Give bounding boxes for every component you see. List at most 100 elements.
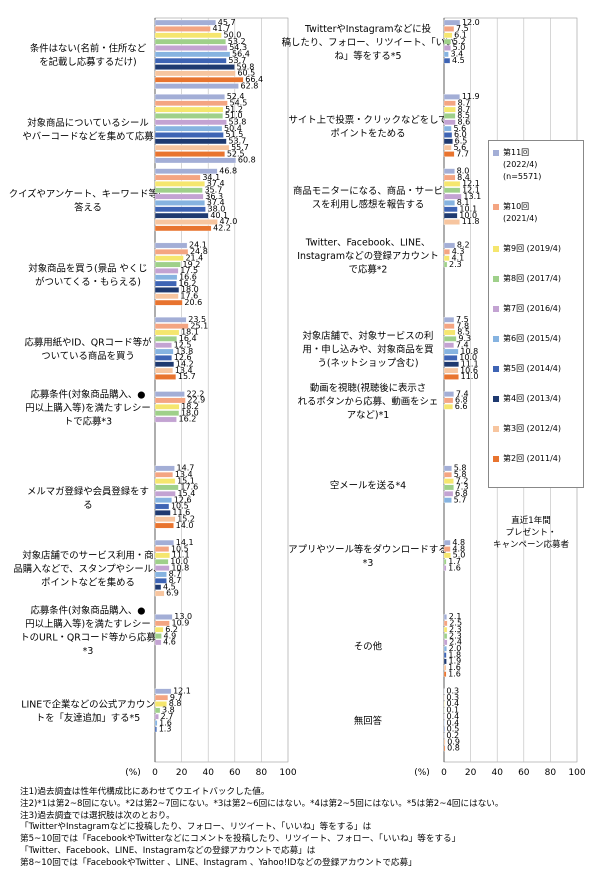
bar (443, 151, 455, 157)
bar (443, 51, 449, 58)
data-label: 4.8 (452, 544, 465, 553)
bar (443, 546, 451, 552)
data-label: 16.6 (179, 272, 197, 281)
bar (443, 38, 452, 45)
category-label: その他 (354, 641, 383, 653)
bar (443, 193, 462, 200)
data-label: 0.1 (446, 706, 459, 715)
data-label: 5.7 (454, 495, 467, 504)
data-label: 60.8 (238, 156, 256, 165)
data-label: 50.4 (224, 124, 242, 133)
data-label: 0.3 (446, 687, 459, 696)
legend-label: 第6回 (2015/4) (503, 334, 562, 343)
data-label: 5.6 (453, 124, 466, 133)
category-label: 商品モニターになる、商品・サービスを利用し感想を報告する (293, 185, 443, 211)
bar (154, 590, 165, 597)
bar (154, 510, 171, 516)
bar (443, 255, 450, 261)
bar (154, 614, 173, 620)
footnote-line: 注1)過去調査は性年代構成比にあわせてウエイトバックした値。 (20, 787, 270, 797)
bar (154, 323, 189, 329)
data-label: 7.3 (456, 483, 469, 492)
data-label: 6.0 (454, 130, 467, 139)
data-label: 24.8 (190, 247, 208, 256)
data-label: 59.8 (237, 62, 255, 71)
legend-swatch (493, 456, 499, 462)
bar (154, 639, 162, 646)
bar (154, 280, 177, 287)
x-tick-label: 80 (256, 768, 268, 778)
data-label: 12.1 (173, 687, 191, 696)
footnote-line: 「Twitter、Facebook、LINE、Instagramなどの登録アカウ… (20, 845, 316, 856)
category-label: Twitter、Facebook、LINE、 Instagramなどの登録アカウン… (297, 238, 438, 276)
data-label: 54.3 (229, 43, 247, 52)
bar (154, 404, 180, 410)
bar (443, 739, 446, 745)
data-label: 0.5 (447, 725, 460, 734)
legend-label: 第8回 (2017/4) (503, 274, 562, 283)
bar (443, 478, 454, 484)
x-tick-label: 100 (568, 768, 585, 778)
data-label: 18.0 (181, 408, 199, 417)
bar (154, 219, 218, 225)
data-label: 2.4 (449, 638, 462, 647)
data-label: 10.5 (171, 544, 189, 553)
bar (154, 57, 227, 64)
data-label: 24.1 (189, 241, 207, 250)
data-label: 18.0 (181, 285, 199, 294)
footnote-line: 第5~10回では「FacebookやTwitterなどにコメントを投稿したり、リ… (20, 834, 461, 845)
data-label: 2.5 (449, 619, 462, 628)
data-label: 11.1 (461, 359, 479, 368)
bar (154, 249, 189, 255)
bar (443, 249, 450, 255)
bar (154, 348, 174, 355)
legend: 第11回 (2022/4) (n=5571) 第10回 (2021/4) 第9回 (201… (488, 140, 584, 488)
data-label: 3.8 (162, 706, 175, 715)
bar (154, 478, 176, 484)
bar (443, 658, 447, 665)
bar (443, 174, 456, 181)
bar (443, 559, 447, 565)
data-label: 7.5 (456, 24, 469, 33)
data-label: 15.7 (178, 372, 196, 381)
bar (443, 671, 447, 677)
data-label: 5.8 (454, 470, 467, 479)
bar (154, 355, 172, 361)
data-label: 54.5 (229, 98, 247, 107)
bar (443, 539, 451, 546)
data-label: 37.4 (207, 179, 225, 188)
data-label: 16.2 (179, 279, 197, 288)
bar (154, 193, 204, 200)
x-axis-label: (%) (125, 768, 141, 778)
data-label: 10.5 (171, 502, 189, 511)
legend-swatch (493, 276, 499, 282)
data-label: 5.6 (453, 143, 466, 152)
category-label: 条件はない(名前・住所などを記載し応募するだけ) (30, 43, 147, 69)
bar (154, 45, 228, 51)
legend-swatch (493, 150, 499, 156)
bar (443, 565, 447, 571)
data-label: 0.2 (446, 731, 459, 740)
data-label: 7.4 (456, 389, 469, 398)
x-tick-label: 0 (441, 768, 447, 778)
bar (154, 726, 157, 733)
data-label: 13.4 (175, 470, 193, 479)
bar (154, 174, 201, 181)
bar (443, 144, 452, 151)
bar (443, 32, 453, 39)
bar (154, 317, 187, 323)
data-label: 4.3 (452, 247, 465, 256)
bar (154, 77, 244, 83)
bar (443, 465, 452, 472)
data-label: 12.0 (462, 18, 480, 27)
data-label: 62.8 (241, 81, 259, 90)
x-tick-label: 0 (152, 768, 158, 778)
data-label: 8.8 (169, 699, 182, 708)
data-label: 0.8 (447, 744, 460, 753)
respondents-note: 直近1年間 プレゼント・ キャンペーン応募者 (476, 515, 586, 551)
data-label: 21.4 (185, 253, 203, 262)
bar (443, 348, 459, 355)
bar (154, 539, 174, 546)
bar (154, 336, 177, 342)
bar (154, 64, 235, 70)
